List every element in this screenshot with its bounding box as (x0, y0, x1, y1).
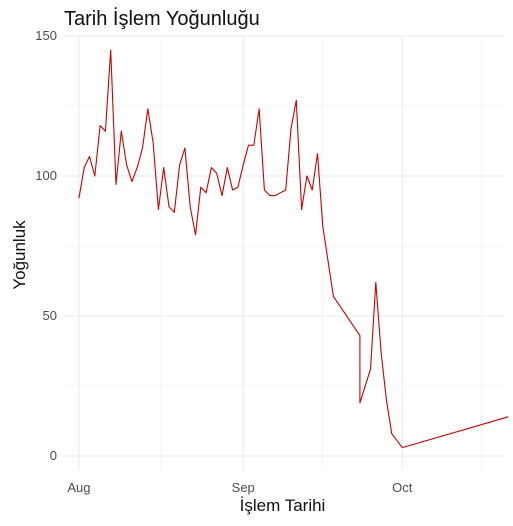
x-tick-label: Sep (232, 480, 255, 495)
y-tick-label: 0 (50, 448, 57, 463)
y-tick-label: 50 (43, 308, 57, 323)
series-line (78, 49, 509, 449)
chart-title: Tarih İşlem Yoğunluğu (64, 8, 260, 30)
y-tick-label: 150 (35, 28, 57, 43)
x-axis-title: İşlem Tarihi (239, 496, 326, 515)
x-tick-label: Oct (392, 480, 413, 495)
y-tick-label: 100 (35, 168, 57, 183)
x-tick-label: Aug (67, 480, 90, 495)
